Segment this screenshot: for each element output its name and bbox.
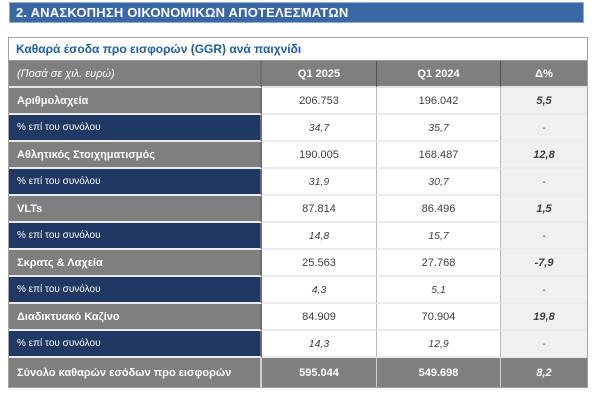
cell-delta: - xyxy=(501,169,588,196)
cell-q1-2024: 196.042 xyxy=(377,88,501,115)
table-row-share: % επί του συνόλου 4,3 5,1 - xyxy=(9,277,588,304)
row-label: Αθλητικός Στοιχηματισμός xyxy=(9,142,262,169)
cell-delta: 5,5 xyxy=(501,88,588,115)
cell-q1-2025: 31,9 xyxy=(262,169,377,196)
cell-q1-2024: 27.768 xyxy=(377,250,501,277)
row-label: Διαδικτυακό Καζίνο xyxy=(9,304,262,331)
cell-delta: 19,8 xyxy=(501,304,588,331)
cell-delta: - xyxy=(501,277,588,304)
table-title-row: Καθαρά έσοδα προ εισφορών (GGR) ανά παιχ… xyxy=(9,38,588,61)
table-row-share: % επί του συνόλου 31,9 30,7 - xyxy=(9,169,588,196)
cell-q1-2024: 168.487 xyxy=(377,142,501,169)
cell-q1-2025: 190.005 xyxy=(262,142,377,169)
cell-q1-2024: 35,7 xyxy=(377,115,501,142)
row-label: % επί του συνόλου xyxy=(9,169,262,196)
table-total-row: Σύνολο καθαρών εσόδων προ εισφορών 595.0… xyxy=(9,358,588,387)
cell-q1-2024: 86.496 xyxy=(377,196,501,223)
cell-delta: 12,8 xyxy=(501,142,588,169)
ggr-per-game-table: Καθαρά έσοδα προ εισφορών (GGR) ανά παιχ… xyxy=(8,37,589,388)
total-label: Σύνολο καθαρών εσόδων προ εισφορών xyxy=(9,358,262,387)
cell-q1-2024: 5,1 xyxy=(377,277,501,304)
table-row-skrats-laxeia: Σκρατς & Λαχεία 25.563 27.768 -7,9 xyxy=(9,250,588,277)
cell-q1-2024: 30,7 xyxy=(377,169,501,196)
section-title: 2. ΑΝΑΣΚΟΠΗΣΗ ΟΙΚΟΝΟΜΙΚΩΝ ΑΠΟΤΕΛΕΣΜΑΤΩΝ xyxy=(16,5,349,20)
row-label: % επί του συνόλου xyxy=(9,331,262,358)
cell-q1-2025: 34,7 xyxy=(262,115,377,142)
row-label: % επί του συνόλου xyxy=(9,115,262,142)
table-row-online-casino: Διαδικτυακό Καζίνο 84.909 70.904 19,8 xyxy=(9,304,588,331)
cell-q1-2024: 70.904 xyxy=(377,304,501,331)
column-header-row: (Ποσά σε χιλ. ευρώ) Q1 2025 Q1 2024 Δ% xyxy=(9,61,588,88)
cell-q1-2025: 14,3 xyxy=(262,331,377,358)
table-row-share: % επί του συνόλου 14,8 15,7 - xyxy=(9,223,588,250)
cell-delta: - xyxy=(501,331,588,358)
column-header-delta-pct: Δ% xyxy=(501,61,588,88)
row-label: Σκρατς & Λαχεία xyxy=(9,250,262,277)
cell-q1-2025: 25.563 xyxy=(262,250,377,277)
total-q1-2024: 549.698 xyxy=(377,358,501,387)
row-label: Αριθμολαχεία xyxy=(9,88,262,115)
section-title-bar: 2. ΑΝΑΣΚΟΠΗΣΗ ΟΙΚΟΝΟΜΙΚΩΝ ΑΠΟΤΕΛΕΣΜΑΤΩΝ xyxy=(9,2,584,23)
cell-q1-2025: 206.753 xyxy=(262,88,377,115)
cell-q1-2025: 84.909 xyxy=(262,304,377,331)
total-delta: 8,2 xyxy=(501,358,588,387)
row-label: % επί του συνόλου xyxy=(9,223,262,250)
cell-q1-2025: 87.814 xyxy=(262,196,377,223)
row-label: VLTs xyxy=(9,196,262,223)
table-row-arithmolaxeia: Αριθμολαχεία 206.753 196.042 5,5 xyxy=(9,88,588,115)
cell-q1-2025: 4,3 xyxy=(262,277,377,304)
cell-q1-2024: 12,9 xyxy=(377,331,501,358)
cell-delta: -7,9 xyxy=(501,250,588,277)
column-header-q1-2025: Q1 2025 xyxy=(262,61,377,88)
cell-q1-2025: 14,8 xyxy=(262,223,377,250)
row-label: % επί του συνόλου xyxy=(9,277,262,304)
table-row-share: % επί του συνόλου 34,7 35,7 - xyxy=(9,115,588,142)
ggr-table-container: Καθαρά έσοδα προ εισφορών (GGR) ανά παιχ… xyxy=(8,37,589,388)
cell-delta: - xyxy=(501,223,588,250)
table-title: Καθαρά έσοδα προ εισφορών (GGR) ανά παιχ… xyxy=(9,38,588,61)
total-q1-2025: 595.044 xyxy=(262,358,377,387)
cell-q1-2024: 15,7 xyxy=(377,223,501,250)
table-row-vlts: VLTs 87.814 86.496 1,5 xyxy=(9,196,588,223)
column-header-unit-note: (Ποσά σε χιλ. ευρώ) xyxy=(9,61,262,88)
table-row-athlitikos: Αθλητικός Στοιχηματισμός 190.005 168.487… xyxy=(9,142,588,169)
table-row-share: % επί του συνόλου 14,3 12,9 - xyxy=(9,331,588,358)
cell-delta: - xyxy=(501,115,588,142)
cell-delta: 1,5 xyxy=(501,196,588,223)
column-header-q1-2024: Q1 2024 xyxy=(377,61,501,88)
